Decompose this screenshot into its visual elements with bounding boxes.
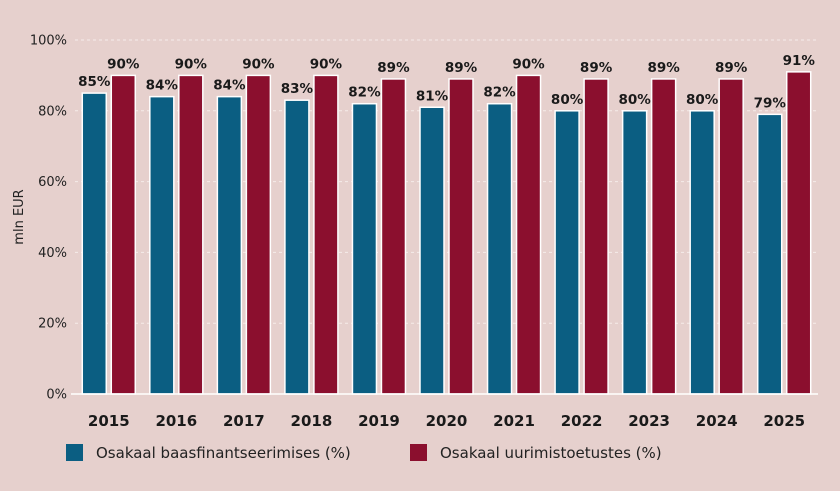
data-label: 84% <box>213 78 246 94</box>
data-label: 90% <box>107 56 140 72</box>
data-label: 90% <box>310 56 343 72</box>
data-label: 89% <box>715 60 748 76</box>
bar <box>486 102 513 395</box>
bar <box>245 74 272 395</box>
bar <box>284 99 310 395</box>
bar <box>380 78 407 395</box>
bar <box>448 78 474 395</box>
data-label: 80% <box>618 92 651 108</box>
bar <box>718 78 744 395</box>
data-label: 90% <box>512 56 545 72</box>
x-tick-label: 2020 <box>426 412 468 430</box>
bar <box>583 78 609 395</box>
y-tick-label: 60% <box>38 175 67 190</box>
data-label: 80% <box>686 92 719 108</box>
x-tick-label: 2016 <box>155 412 197 430</box>
bar <box>149 95 175 395</box>
data-label: 81% <box>416 88 449 104</box>
x-tick-label: 2025 <box>763 412 805 430</box>
bar <box>756 113 783 395</box>
x-tick-label: 2017 <box>223 412 265 430</box>
data-label: 89% <box>377 60 410 76</box>
x-tick-label: 2024 <box>696 412 738 430</box>
x-tick-label: 2022 <box>561 412 603 430</box>
bar <box>621 110 648 395</box>
bar <box>515 74 542 395</box>
y-tick-label: 20% <box>38 317 67 332</box>
bar <box>650 78 677 395</box>
bar <box>419 106 445 395</box>
bar <box>216 95 243 395</box>
x-tick-label: 2023 <box>628 412 670 430</box>
bar <box>110 74 137 395</box>
data-label: 89% <box>580 60 613 76</box>
bar <box>351 102 378 395</box>
legend-label: Osakaal uurimistoetustes (%) <box>440 444 662 462</box>
bar <box>785 71 812 395</box>
data-label: 89% <box>445 60 478 76</box>
y-tick-label: 40% <box>38 246 67 261</box>
y-tick-label: 100% <box>30 34 67 49</box>
bar <box>554 110 580 395</box>
data-label: 85% <box>78 74 111 90</box>
legend-label: Osakaal baasfinantseerimises (%) <box>96 444 351 462</box>
data-label: 84% <box>146 78 179 94</box>
data-label: 82% <box>348 85 381 101</box>
bar <box>689 110 715 395</box>
x-tick-label: 2021 <box>493 412 535 430</box>
x-tick-label: 2019 <box>358 412 400 430</box>
data-label: 91% <box>783 53 816 69</box>
legend-swatch <box>410 444 427 461</box>
x-tick-label: 2015 <box>88 412 130 430</box>
data-label: 90% <box>175 56 208 72</box>
data-label: 79% <box>754 95 787 111</box>
bar <box>81 92 108 395</box>
y-tick-label: 80% <box>38 104 67 119</box>
data-label: 82% <box>483 85 516 101</box>
legend-swatch <box>66 444 83 461</box>
bar <box>313 74 339 395</box>
y-axis-title: mln EUR <box>12 189 27 244</box>
data-label: 83% <box>281 81 314 97</box>
data-label: 89% <box>647 60 680 76</box>
bar <box>178 74 204 395</box>
y-tick-label: 0% <box>46 388 67 403</box>
data-label: 90% <box>242 56 275 72</box>
x-tick-label: 2018 <box>291 412 333 430</box>
data-label: 80% <box>551 92 584 108</box>
